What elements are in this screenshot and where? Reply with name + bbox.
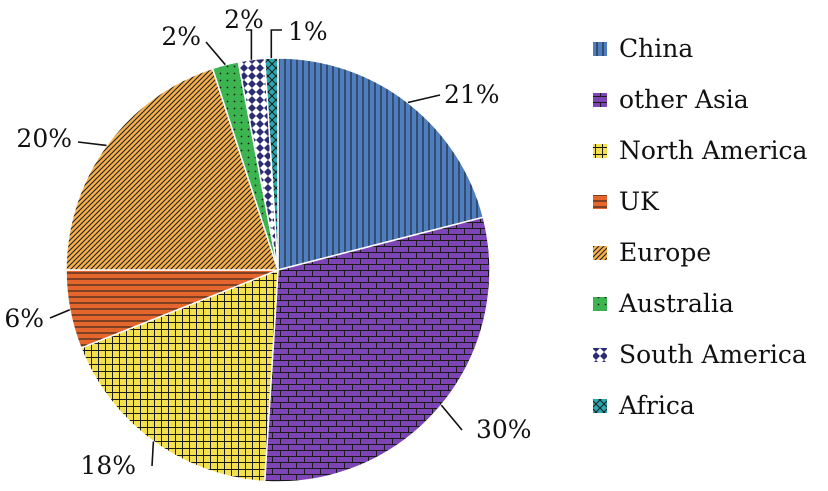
legend-label-china: China xyxy=(619,34,693,63)
pct-label-north-america: 18% xyxy=(80,451,136,480)
leader-lines xyxy=(49,29,463,467)
legend-swatch-uk xyxy=(593,195,607,209)
pct-label-south-america: 2% xyxy=(224,5,264,34)
pie-slice-africa xyxy=(263,57,279,271)
legend-label-uk: UK xyxy=(619,187,660,216)
legend-swatch-south-america xyxy=(593,348,607,362)
leader-line-australia xyxy=(205,41,226,66)
legend-swatch-africa xyxy=(593,399,607,413)
legend-label-europe: Europe xyxy=(619,238,711,267)
legend-swatch-australia xyxy=(593,297,607,311)
leader-line-africa xyxy=(270,29,282,59)
legend-swatch-other-asia xyxy=(593,93,607,107)
slice-labels: 21% 30% 18% 6% 20% 2% 2% 1% xyxy=(4,5,531,480)
legend-label-north-america: North America xyxy=(619,136,807,165)
leader-line-north-america xyxy=(151,441,155,467)
legend-swatch-china xyxy=(593,42,607,56)
leader-line-china xyxy=(407,94,441,104)
legend-label-africa: Africa xyxy=(618,391,695,420)
leader-line-south-america xyxy=(246,29,253,60)
legend-label-south-america: South America xyxy=(619,340,807,369)
pct-label-other-asia: 30% xyxy=(476,415,532,444)
legend: China other Asia North America UK Europe Aust… xyxy=(593,34,807,420)
leader-line-uk xyxy=(49,308,71,319)
legend-swatch-europe xyxy=(593,246,607,260)
pie-slice-other-asia xyxy=(263,216,491,483)
legend-swatch-north-america xyxy=(593,144,607,158)
pct-label-africa: 1% xyxy=(288,17,328,46)
pct-label-china: 21% xyxy=(444,80,500,109)
pct-label-europe: 20% xyxy=(16,124,72,153)
leader-line-europe xyxy=(77,141,107,147)
leader-line-other-asia xyxy=(440,404,463,431)
pct-label-uk: 6% xyxy=(4,304,44,333)
pie-slices xyxy=(65,57,491,483)
legend-label-australia: Australia xyxy=(618,289,734,318)
pct-label-australia: 2% xyxy=(161,22,201,51)
legend-label-other-asia: other Asia xyxy=(619,85,749,114)
